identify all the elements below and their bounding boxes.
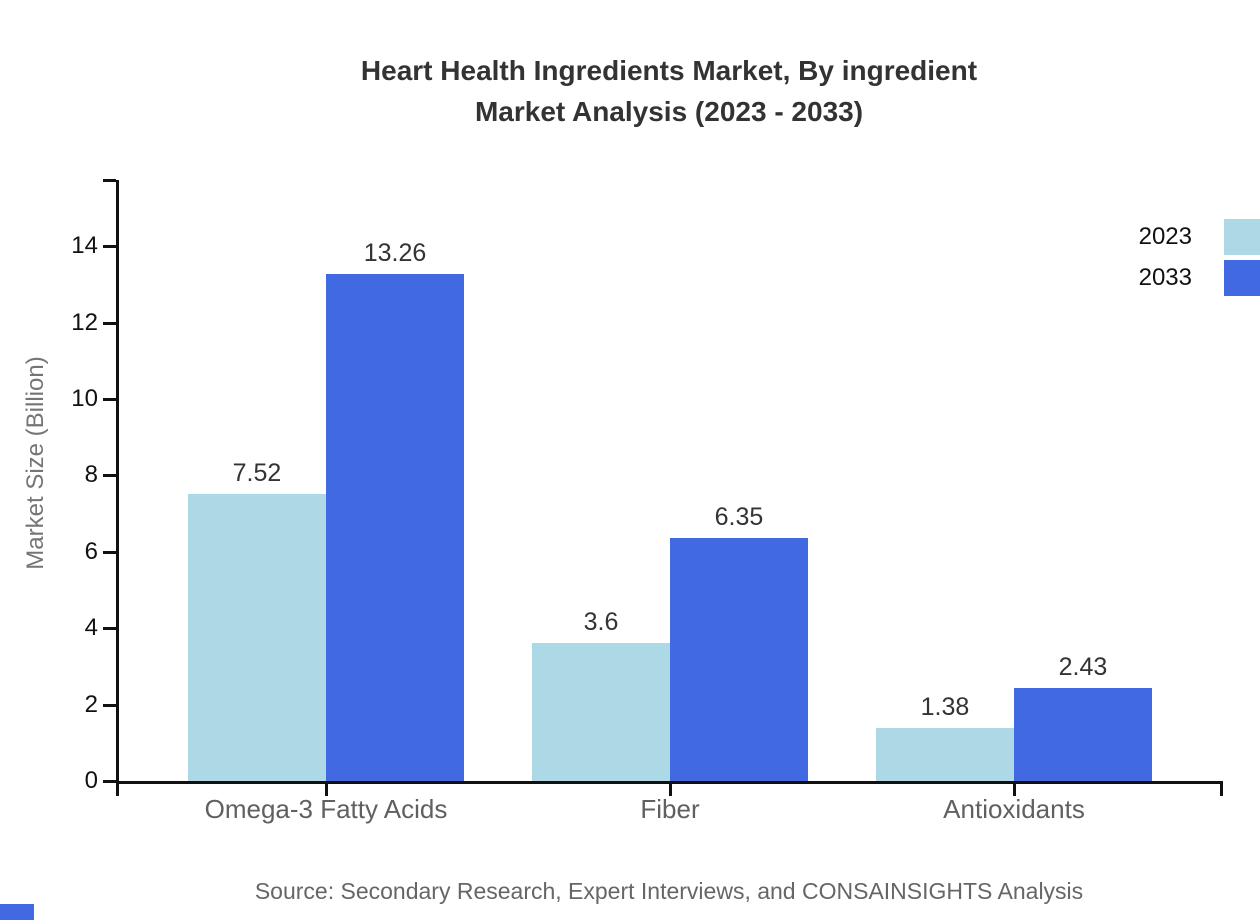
x-tick-label-fiber: Fiber (640, 794, 700, 824)
y-tick (103, 703, 116, 707)
x-tick-label-antioxidants: Antioxidants (943, 794, 1085, 824)
y-tick-label: 8 (84, 461, 98, 489)
y-tick (103, 780, 116, 783)
y-tick-label: 2 (84, 690, 98, 718)
legend-swatch-2033 (1224, 260, 1260, 296)
value-label-2033-antioxidants: 2.43 (1058, 653, 1108, 682)
x-axis (116, 781, 1223, 784)
x-tick (1013, 784, 1016, 796)
legend-label-2023: 2023 (1138, 223, 1192, 250)
x-tick (669, 784, 672, 796)
bar-2033-omega-3-fatty-acids (326, 274, 464, 781)
value-label-2023-fiber: 3.6 (583, 608, 619, 637)
y-tick-label: 6 (84, 537, 98, 565)
brand-mark (0, 904, 34, 920)
y-axis-endcap (103, 179, 116, 182)
y-tick (103, 627, 116, 631)
y-tick-label: 12 (71, 308, 98, 336)
source-note: Source: Secondary Research, Expert Inter… (254, 878, 1084, 904)
value-label-2023-omega-3-fatty-acids: 7.52 (232, 458, 282, 487)
value-label-2033-fiber: 6.35 (714, 503, 764, 532)
y-tick (103, 550, 116, 554)
y-tick-label: 10 (71, 385, 98, 412)
bar-2023-fiber (532, 643, 670, 781)
legend-swatch-2023 (1224, 219, 1260, 255)
y-tick (103, 321, 116, 325)
y-tick-label: 4 (84, 614, 98, 642)
y-tick-label: 0 (84, 767, 98, 794)
x-tick (1220, 784, 1223, 796)
y-tick (103, 398, 116, 401)
value-label-2033-omega-3-fatty-acids: 13.26 (363, 239, 427, 268)
legend-label-2033: 2033 (1138, 264, 1192, 291)
bar-2033-antioxidants (1014, 688, 1152, 781)
bar-2023-antioxidants (876, 728, 1014, 781)
x-tick-label-omega-3-fatty-acids: Omega-3 Fatty Acids (204, 794, 448, 824)
bar-2023-omega-3-fatty-acids (188, 493, 326, 781)
y-tick-label: 14 (71, 232, 98, 260)
x-tick (325, 784, 328, 796)
chart-title: Heart Health Ingredients Market, By ingr… (117, 50, 1221, 132)
x-tick (116, 784, 119, 796)
chart-title-line2: Market Analysis (2023 - 2033) (474, 96, 864, 127)
y-tick (103, 474, 116, 478)
bar-2033-fiber (670, 538, 808, 781)
y-tick (103, 245, 116, 249)
chart-title-line1: Heart Health Ingredients Market, By ingr… (360, 55, 978, 86)
value-label-2023-antioxidants: 1.38 (920, 693, 970, 722)
y-axis (116, 180, 119, 784)
